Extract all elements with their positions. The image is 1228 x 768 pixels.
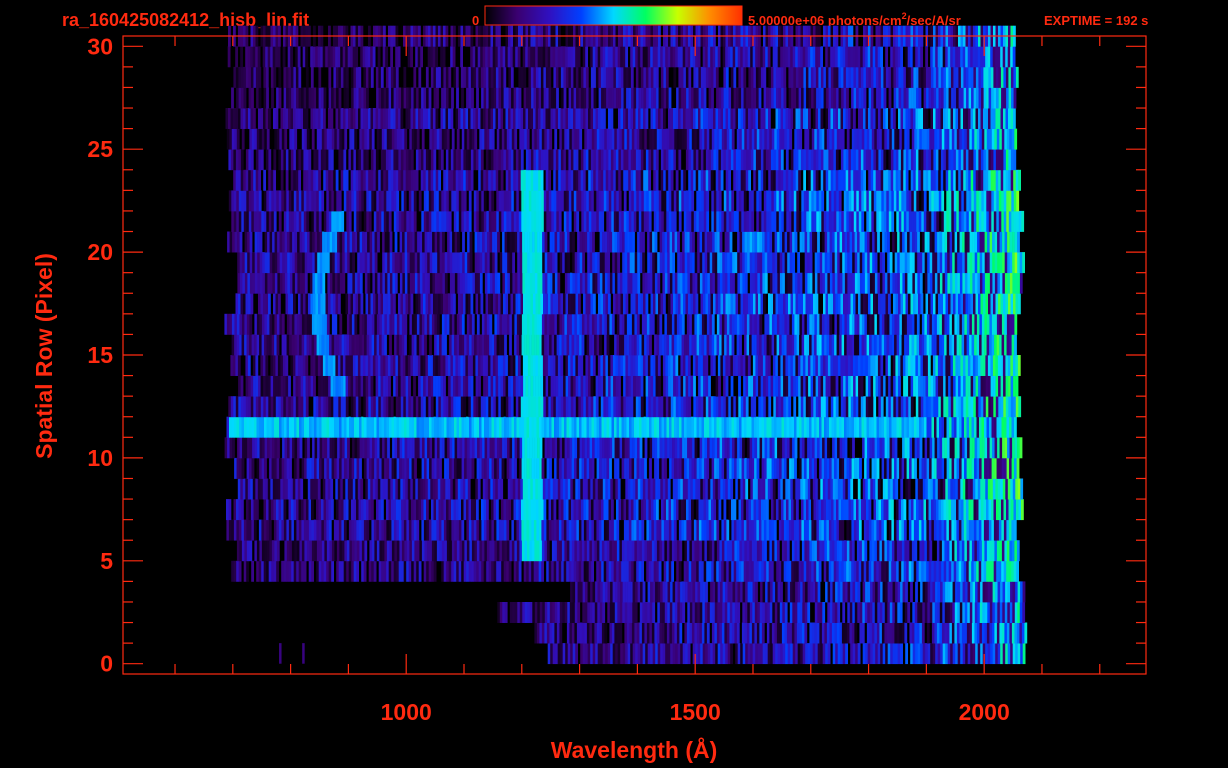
y-tick-label: 0 xyxy=(100,651,113,677)
x-axis-label: Wavelength (Å) xyxy=(551,736,718,763)
spectrum-image xyxy=(224,25,1028,665)
axis-ticks xyxy=(123,36,1146,674)
filename-title: ra_160425082412_hisb_lin.fit xyxy=(62,10,309,30)
x-tick-label: 1500 xyxy=(670,699,721,725)
y-tick-label: 25 xyxy=(87,136,113,162)
y-tick-label: 20 xyxy=(87,239,113,265)
colorbar-max-label: 5.00000e+06 photons/cm2/sec/A/sr xyxy=(748,11,961,28)
exptime-label: EXPTIME = 192 s xyxy=(1044,13,1148,28)
y-tick-label: 5 xyxy=(100,548,113,574)
y-tick-label: 10 xyxy=(87,445,113,471)
y-axis-label: Spatial Row (Pixel) xyxy=(31,253,57,459)
y-tick-label: 15 xyxy=(87,342,113,368)
colorbar-min-label: 0 xyxy=(472,13,479,28)
y-tick-label: 30 xyxy=(87,33,113,59)
x-tick-label: 2000 xyxy=(959,699,1010,725)
x-tick-label: 1000 xyxy=(381,699,432,725)
axis-tick-labels: 1000 1500 2000 0 5 10 15 20 25 30 xyxy=(87,33,1009,725)
colorbar xyxy=(484,5,743,26)
